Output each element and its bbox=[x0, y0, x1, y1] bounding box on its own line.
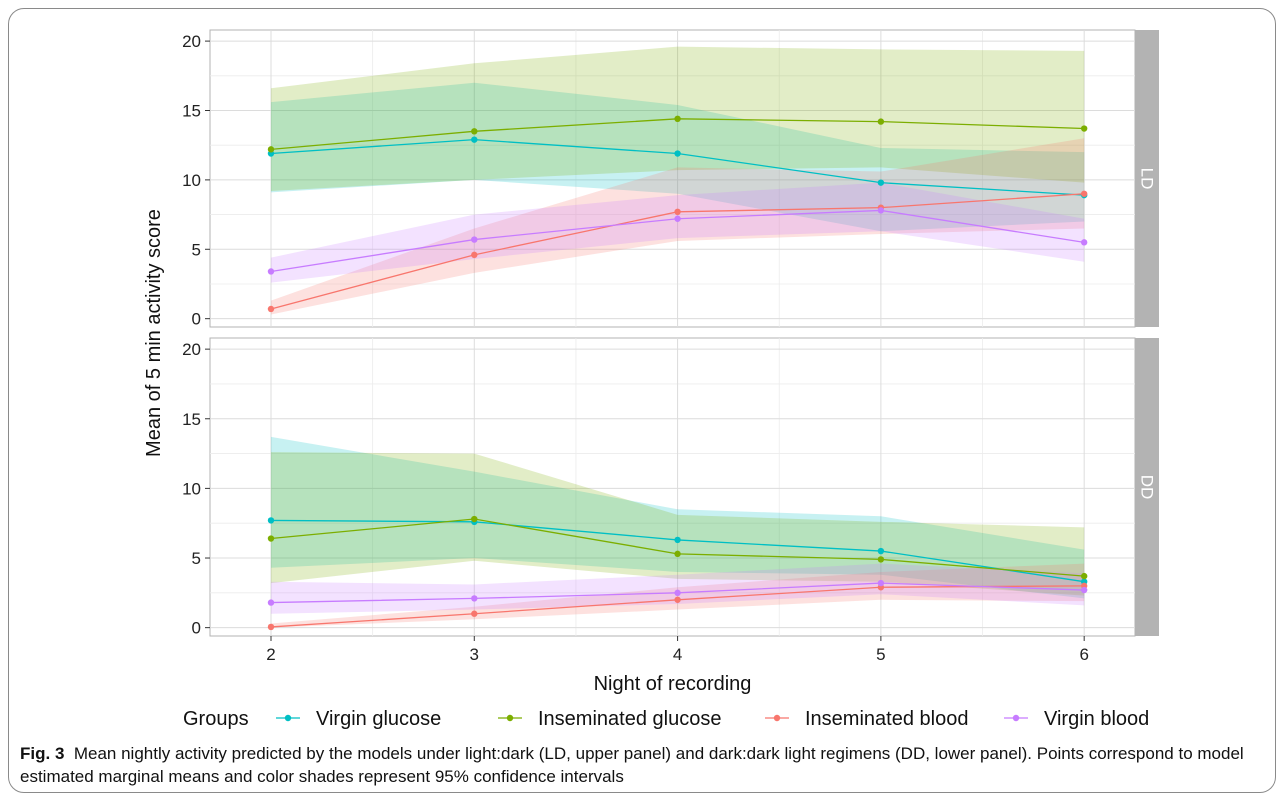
data-point bbox=[1080, 190, 1088, 197]
facet-strip bbox=[1135, 30, 1159, 327]
figure-caption: Fig. 3 Mean nightly activity predicted b… bbox=[20, 742, 1260, 788]
ci-ribbon bbox=[270, 82, 1085, 232]
y-tick-label: 15 bbox=[182, 101, 201, 120]
figure-frame bbox=[8, 8, 1276, 793]
legend-key-point bbox=[506, 714, 514, 722]
facet-strip-label: LD bbox=[1138, 168, 1157, 190]
data-point bbox=[471, 128, 478, 135]
data-point bbox=[1080, 239, 1088, 246]
caption-lead: Fig. 3 bbox=[20, 744, 65, 763]
data-point bbox=[877, 118, 885, 125]
data-point bbox=[267, 535, 275, 542]
x-tick-label: 5 bbox=[876, 645, 885, 664]
data-point bbox=[877, 179, 885, 186]
y-tick-label: 5 bbox=[192, 549, 201, 568]
legend-key-point bbox=[284, 714, 292, 722]
y-tick-label: 20 bbox=[182, 32, 201, 51]
data-point bbox=[267, 305, 275, 313]
data-point bbox=[1080, 572, 1088, 580]
data-point bbox=[267, 517, 275, 524]
x-tick-label: 4 bbox=[673, 645, 682, 664]
data-point bbox=[471, 515, 478, 523]
data-point bbox=[674, 150, 681, 157]
y-axis-title: Mean of 5 min activity score bbox=[143, 209, 165, 457]
legend-label: Inseminated glucose bbox=[538, 708, 721, 730]
data-point bbox=[471, 236, 478, 243]
y-tick-label: 5 bbox=[192, 240, 201, 259]
facet-strip-label: DD bbox=[1138, 475, 1157, 500]
legend-label: Virgin blood bbox=[1044, 708, 1149, 730]
data-point bbox=[674, 550, 681, 558]
data-point bbox=[471, 136, 478, 143]
y-tick-label: 15 bbox=[182, 410, 201, 429]
data-point bbox=[877, 579, 885, 587]
data-point bbox=[674, 208, 681, 216]
data-point bbox=[267, 268, 275, 275]
data-point bbox=[267, 599, 275, 606]
data-point bbox=[471, 595, 478, 602]
data-point bbox=[674, 536, 681, 544]
data-point bbox=[267, 623, 275, 631]
y-tick-label: 10 bbox=[182, 171, 201, 190]
panel-background bbox=[209, 29, 1136, 328]
data-point bbox=[471, 610, 478, 617]
data-point bbox=[674, 596, 681, 603]
activity-chart: 0 5 10 15 20 LD 0 5 10 15 20 DD 2 3 4 5 6 Night of record… bbox=[143, 29, 1159, 730]
data-point bbox=[1080, 125, 1088, 132]
x-axis-title: Night of recording bbox=[594, 673, 752, 695]
x-tick-label: 3 bbox=[470, 645, 479, 664]
data-point bbox=[1080, 586, 1088, 594]
legend-label: Virgin glucose bbox=[316, 708, 441, 730]
legend-label: Inseminated blood bbox=[805, 708, 968, 730]
caption-text: Mean nightly activity predicted by the m… bbox=[20, 744, 1244, 786]
x-tick-label: 6 bbox=[1079, 645, 1088, 664]
data-point bbox=[267, 146, 275, 153]
data-point bbox=[877, 547, 885, 555]
y-tick-label: 0 bbox=[192, 619, 201, 638]
y-tick-label: 10 bbox=[182, 479, 201, 498]
data-point bbox=[471, 251, 478, 259]
legend-key-point bbox=[1012, 714, 1020, 722]
data-point bbox=[674, 589, 681, 597]
data-point bbox=[877, 207, 885, 214]
x-tick-label: 2 bbox=[266, 645, 275, 664]
legend-title: Groups bbox=[183, 708, 249, 730]
facet-strip bbox=[1135, 338, 1159, 636]
data-point bbox=[674, 115, 681, 123]
data-point bbox=[877, 556, 885, 563]
y-tick-label: 20 bbox=[182, 340, 201, 359]
y-tick-label: 0 bbox=[192, 310, 201, 329]
data-point bbox=[674, 215, 681, 222]
legend-key-point bbox=[773, 714, 781, 722]
